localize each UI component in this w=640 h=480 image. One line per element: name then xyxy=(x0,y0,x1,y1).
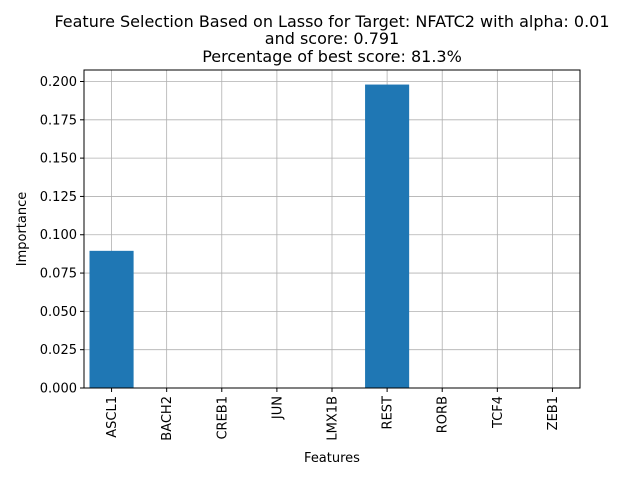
y-tick-label: 0.100 xyxy=(40,228,77,243)
x-axis-label: Features xyxy=(304,451,360,466)
y-tick-label: 0.175 xyxy=(40,113,77,128)
grid xyxy=(84,70,580,389)
x-tick-label: JUN xyxy=(270,396,285,420)
x-tick-label: TCF4 xyxy=(491,396,506,429)
x-tick-label: LMX1B xyxy=(326,396,341,441)
y-tick-label: 0.000 xyxy=(40,382,77,397)
x-tick-label: BACH2 xyxy=(160,396,175,441)
y-tick-label: 0.050 xyxy=(40,305,77,320)
x-tick-label: ASCL1 xyxy=(105,396,120,438)
ticks: 0.000 0.025 0.050 0.075 0.100 0.125 0.150 0.175… xyxy=(40,75,561,441)
y-tick-label: 0.025 xyxy=(40,343,77,358)
bar-rest xyxy=(365,84,410,389)
y-tick-label: 0.125 xyxy=(40,190,77,205)
title-line-3: Percentage of best score: 81.3% xyxy=(202,47,462,66)
title-line-1: Feature Selection Based on Lasso for Tar… xyxy=(54,12,609,31)
y-tick-label: 0.150 xyxy=(40,152,77,167)
x-tick-label: REST xyxy=(381,396,396,429)
x-tick-label: CREB1 xyxy=(215,396,230,440)
chart-title: Feature Selection Based on Lasso for Tar… xyxy=(54,12,609,66)
y-tick-label: 0.075 xyxy=(40,267,77,282)
x-tick-label: RORB xyxy=(436,396,451,433)
bar-ascl1 xyxy=(89,250,134,388)
bars xyxy=(89,84,410,389)
x-tick-label: ZEB1 xyxy=(546,396,561,430)
y-axis-label: Importance xyxy=(15,192,30,267)
y-tick-label: 0.200 xyxy=(40,75,77,90)
title-line-2: and score: 0.791 xyxy=(265,29,399,48)
